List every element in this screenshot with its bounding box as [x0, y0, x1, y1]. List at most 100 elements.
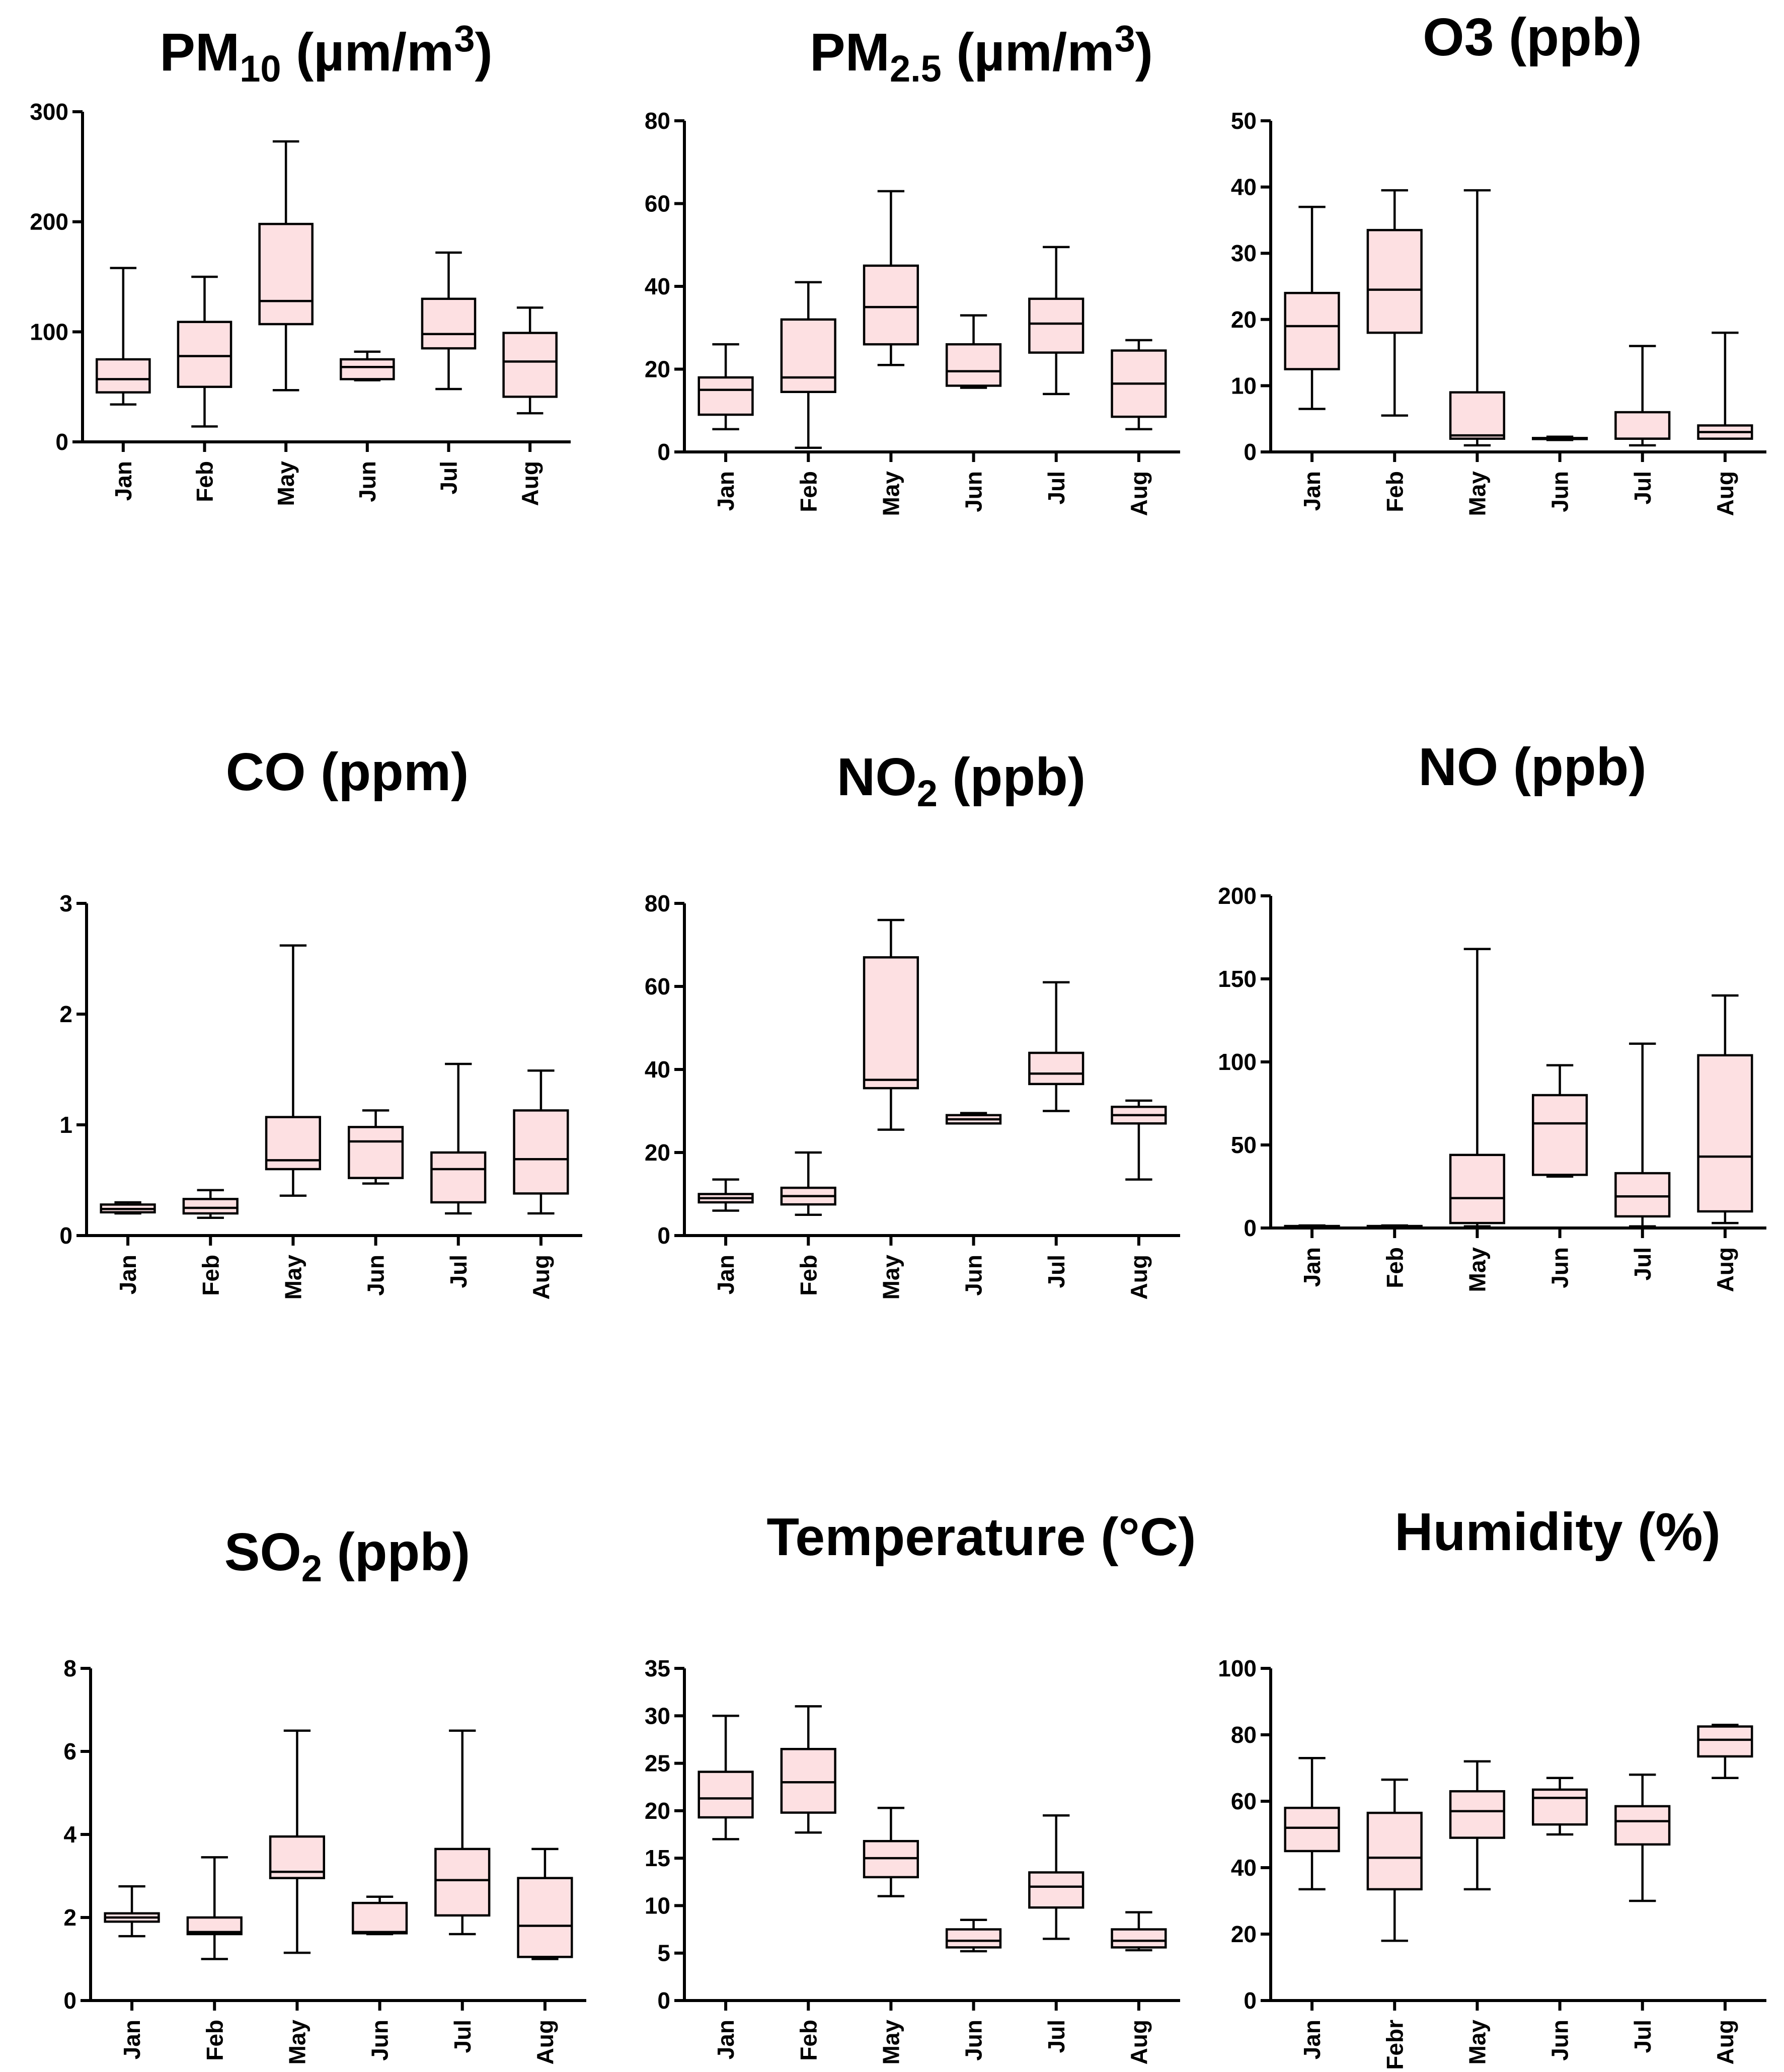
x-tick-label: May — [273, 461, 299, 506]
x-tick-label: Aug — [1126, 2020, 1152, 2064]
iqr-box — [945, 343, 1002, 387]
chart-title-part: (µm/m — [281, 23, 454, 82]
box-aug — [1111, 1911, 1167, 1952]
box-may — [863, 918, 919, 1131]
x-tick-label: May — [280, 1255, 306, 1300]
iqr-box — [1366, 228, 1423, 334]
x-tick-label: Jul — [1043, 1255, 1069, 1288]
chart-panel-9: Humidity (%) 0 20 40 60 80 100 Jan Febr May Jun Jul… — [1218, 1502, 1766, 2070]
iqr-box — [780, 1748, 836, 1814]
y-tick-label: 300 — [30, 99, 68, 125]
x-tick-label: Jul — [1630, 1247, 1656, 1280]
chart-title: O3 (ppb) — [1423, 8, 1642, 67]
x-tick-label: Jun — [961, 471, 987, 512]
iqr-box — [1531, 1094, 1588, 1176]
y-tick-label: 10 — [645, 1892, 670, 1918]
iqr-box — [1028, 1871, 1084, 1909]
x-tick-label: Jun — [1547, 471, 1573, 512]
iqr-box — [1531, 1788, 1588, 1826]
x-tick-label: Aug — [1712, 1247, 1738, 1292]
iqr-box — [258, 222, 314, 326]
x-tick-label: Aug — [1126, 471, 1152, 516]
x-tick-label: Jul — [1043, 471, 1069, 504]
x-tick-label: Jun — [367, 2020, 393, 2061]
box-may — [1449, 1760, 1506, 1891]
x-tick-label: Jun — [1547, 2020, 1573, 2061]
chart-title: PM2.5 (µm/m3) — [810, 18, 1153, 90]
y-tick-label: 200 — [1218, 883, 1257, 909]
box-jun — [945, 314, 1002, 389]
x-tick-label: Jun — [354, 461, 380, 502]
x-tick-label: May — [1464, 2020, 1490, 2065]
box-jan — [1284, 205, 1340, 410]
x-tick-label: Feb — [1381, 471, 1408, 512]
x-tick-label: Aug — [528, 1255, 554, 1299]
x-tick-label: Feb — [795, 1255, 821, 1296]
chart-title-part: (ppb) — [322, 1522, 470, 1582]
box-feb — [780, 281, 836, 449]
box-febr — [1366, 1778, 1423, 1942]
y-tick-label: 0 — [1244, 1215, 1257, 1241]
box-may — [269, 1729, 326, 1954]
chart-title-part: ) — [475, 23, 492, 82]
box-jun — [945, 1112, 1002, 1125]
iqr-box — [1449, 391, 1506, 440]
y-tick-label: 0 — [657, 1222, 670, 1249]
x-tick-label: Jan — [115, 1255, 141, 1294]
y-tick-label: 25 — [645, 1750, 670, 1777]
chart-title-part: PM — [160, 23, 240, 82]
box-jul — [1028, 246, 1084, 396]
y-tick-label: 4 — [63, 1821, 76, 1848]
chart-title-part: 2 — [917, 773, 938, 814]
chart-title: Humidity (%) — [1394, 1502, 1721, 1562]
iqr-box — [945, 1928, 1002, 1949]
y-tick-label: 60 — [645, 973, 670, 1000]
chart-panel-5: NO2 (ppb) 0 20 40 60 80 Jan Feb May Jun Jul Aug — [645, 747, 1180, 1299]
iqr-box — [421, 297, 477, 350]
y-tick-label: 30 — [645, 1703, 670, 1729]
box-jun — [347, 1109, 404, 1185]
box-jul — [1614, 1773, 1671, 1902]
iqr-box — [1284, 1806, 1340, 1853]
x-tick-label: Feb — [1381, 1247, 1408, 1288]
chart-panel-6: NO (ppb) 0 50 100 150 200 Jan Feb May Jun Jul Aug — [1218, 737, 1766, 1292]
x-tick-label: Jul — [1630, 471, 1656, 504]
x-tick-label: Aug — [1126, 1255, 1152, 1299]
box-feb — [1366, 189, 1423, 417]
x-tick-label: Jun — [961, 2020, 987, 2061]
box-jun — [340, 350, 395, 381]
y-tick-label: 80 — [1231, 1722, 1257, 1748]
y-tick-label: 0 — [55, 429, 68, 455]
y-tick-label: 20 — [645, 1139, 670, 1166]
box-jul — [1028, 1814, 1084, 1940]
chart-panel-2: PM2.5 (µm/m3) 0 20 40 60 80 Jan Feb May Jun Jul Aug — [645, 18, 1180, 516]
x-tick-label: Febr — [1381, 2020, 1408, 2070]
y-tick-label: 8 — [63, 1655, 76, 1681]
chart-title-part: Temperature (°C) — [766, 1507, 1196, 1567]
x-tick-label: Jun — [1547, 1247, 1573, 1288]
chart-title: NO2 (ppb) — [837, 747, 1085, 814]
y-tick-label: 40 — [1231, 174, 1257, 200]
iqr-box — [430, 1151, 487, 1204]
iqr-box — [697, 1771, 754, 1819]
y-tick-label: 6 — [63, 1738, 76, 1764]
y-tick-label: 60 — [1231, 1788, 1257, 1814]
x-tick-label: May — [878, 1255, 904, 1300]
chart-title-part: NO — [837, 747, 917, 807]
box-jun — [1531, 435, 1588, 441]
y-tick-label: 40 — [1231, 1855, 1257, 1881]
x-tick-label: Jun — [363, 1255, 389, 1296]
y-tick-label: 3 — [59, 890, 72, 916]
iqr-box — [1366, 1811, 1423, 1891]
y-tick-label: 1 — [59, 1112, 72, 1138]
y-tick-label: 100 — [1218, 1049, 1257, 1075]
y-tick-label: 20 — [1231, 306, 1257, 333]
box-feb — [177, 275, 232, 428]
chart-title: Temperature (°C) — [766, 1507, 1196, 1567]
box-jan — [1284, 1224, 1340, 1229]
box-jun — [945, 1918, 1002, 1953]
iqr-box — [513, 1109, 569, 1195]
box-jul — [421, 251, 477, 391]
